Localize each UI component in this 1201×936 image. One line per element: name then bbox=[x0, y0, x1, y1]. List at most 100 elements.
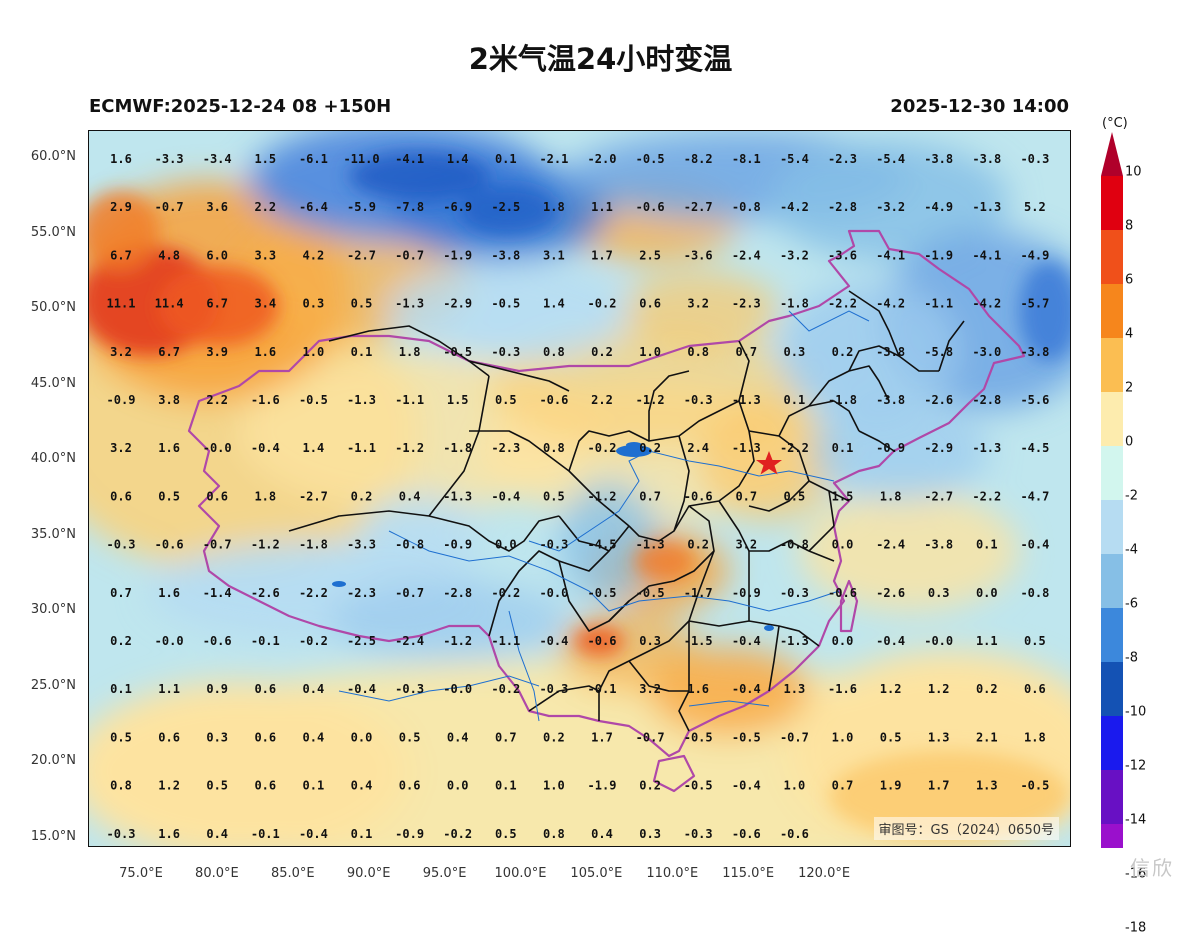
grid-value: -2.4 bbox=[395, 634, 424, 648]
beijing-star-icon bbox=[756, 451, 782, 475]
lat-label: 40.0°N bbox=[30, 451, 76, 466]
grid-value: 0.1 bbox=[303, 779, 325, 793]
grid-value: -0.7 bbox=[780, 730, 809, 744]
colorbar-tick-label: 6 bbox=[1125, 272, 1134, 288]
grid-value: -3.3 bbox=[347, 538, 376, 552]
grid-value: 0.1 bbox=[351, 345, 373, 359]
grid-value: -1.6 bbox=[251, 393, 280, 407]
grid-value: -0.1 bbox=[588, 682, 617, 696]
colorbar-segment bbox=[1101, 608, 1123, 663]
grid-value: -2.3 bbox=[732, 297, 761, 311]
colorbar-segment bbox=[1101, 824, 1123, 848]
grid-value: 0.6 bbox=[206, 489, 228, 503]
colorbar-tick-label: 4 bbox=[1125, 326, 1134, 342]
grid-value: 1.7 bbox=[928, 779, 950, 793]
grid-value: 0.6 bbox=[254, 730, 276, 744]
grid-value: -2.6 bbox=[924, 393, 953, 407]
grid-value: -4.5 bbox=[1020, 441, 1049, 455]
lat-label: 20.0°N bbox=[30, 753, 76, 768]
grid-value: -1.2 bbox=[588, 489, 617, 503]
grid-value: 0.6 bbox=[1024, 682, 1046, 696]
colorbar-tick-label: 10 bbox=[1125, 164, 1142, 180]
grid-value: -1.3 bbox=[347, 393, 376, 407]
grid-value: 2.2 bbox=[591, 393, 613, 407]
grid-value: -0.5 bbox=[732, 730, 761, 744]
grid-value: -0.3 bbox=[780, 586, 809, 600]
grid-value: -0.4 bbox=[251, 441, 280, 455]
grid-value: -0.0 bbox=[539, 586, 568, 600]
grid-value: -1.2 bbox=[395, 441, 424, 455]
grid-value: 1.3 bbox=[928, 730, 950, 744]
grid-value: 1.5 bbox=[254, 152, 276, 166]
grid-value: -0.4 bbox=[732, 682, 761, 696]
grid-value: -0.5 bbox=[299, 393, 328, 407]
colorbar-segment bbox=[1101, 132, 1123, 176]
grid-value: -0.0 bbox=[443, 682, 472, 696]
grid-value: 0.8 bbox=[110, 779, 132, 793]
grid-value: -1.3 bbox=[732, 393, 761, 407]
grid-value: 0.3 bbox=[206, 730, 228, 744]
grid-value: -6.9 bbox=[443, 200, 472, 214]
grid-value: -1.3 bbox=[972, 200, 1001, 214]
colorbar-segment bbox=[1101, 446, 1123, 501]
grid-value: -1.2 bbox=[443, 634, 472, 648]
grid-value: -1.3 bbox=[780, 634, 809, 648]
grid-value: -2.2 bbox=[972, 489, 1001, 503]
grid-value: -1.5 bbox=[684, 634, 713, 648]
grid-value: 0.3 bbox=[303, 297, 325, 311]
grid-value: -0.0 bbox=[203, 441, 232, 455]
grid-value: -3.3 bbox=[155, 152, 184, 166]
grid-value: -0.7 bbox=[636, 730, 665, 744]
grid-value: 0.1 bbox=[495, 152, 517, 166]
grid-value: -0.7 bbox=[155, 200, 184, 214]
grid-value: 11.4 bbox=[155, 297, 184, 311]
grid-value: -1.6 bbox=[828, 682, 857, 696]
grid-value: -3.2 bbox=[780, 248, 809, 262]
grid-value: 6.7 bbox=[158, 345, 180, 359]
grid-value: -0.2 bbox=[491, 682, 520, 696]
lat-label: 55.0°N bbox=[30, 224, 76, 240]
grid-value: 0.5 bbox=[1024, 634, 1046, 648]
grid-value: -5.8 bbox=[924, 345, 953, 359]
grid-value: 11.1 bbox=[107, 297, 136, 311]
grid-value: 3.4 bbox=[254, 297, 276, 311]
grid-value: 2.9 bbox=[110, 200, 132, 214]
grid-value: 0.0 bbox=[351, 730, 373, 744]
grid-value: 0.6 bbox=[399, 779, 421, 793]
grid-value: -0.8 bbox=[1020, 586, 1049, 600]
grid-value: 2.4 bbox=[687, 441, 709, 455]
grid-value: -3.8 bbox=[924, 152, 953, 166]
grid-value: 0.7 bbox=[832, 779, 854, 793]
lat-label: 35.0°N bbox=[30, 526, 76, 542]
grid-value: 0.0 bbox=[976, 586, 998, 600]
grid-value: -0.0 bbox=[924, 634, 953, 648]
grid-value: -0.9 bbox=[395, 827, 424, 841]
map-panel[interactable]: 1.6 -3.3 -3.4 1.5 -6.1 -11.0 -4.1 1.4 0.1 -2.1 -2.… bbox=[88, 130, 1071, 847]
grid-value: -2.7 bbox=[684, 200, 713, 214]
model-init-label: ECMWF:2025-12-24 08 +150H bbox=[89, 96, 392, 117]
grid-value: 1.6 bbox=[158, 827, 180, 841]
colorbar-segment bbox=[1101, 500, 1123, 555]
colorbar-tick-label: -14 bbox=[1125, 812, 1147, 828]
grid-value: -0.4 bbox=[732, 634, 761, 648]
grid-value: -0.2 bbox=[443, 827, 472, 841]
grid-value: 3.2 bbox=[110, 345, 132, 359]
grid-value: -0.6 bbox=[588, 634, 617, 648]
grid-value: 1.1 bbox=[158, 682, 180, 696]
grid-value: 2.2 bbox=[254, 200, 276, 214]
grid-value: -0.6 bbox=[732, 827, 761, 841]
grid-value: 1.0 bbox=[784, 779, 806, 793]
grid-value: -3.8 bbox=[972, 152, 1001, 166]
grid-value: 3.6 bbox=[206, 200, 228, 214]
grid-value: -1.3 bbox=[732, 441, 761, 455]
province-borders bbox=[288, 290, 965, 732]
grid-value: -2.6 bbox=[876, 586, 905, 600]
colorbar-tick-label: 0 bbox=[1125, 434, 1134, 450]
grid-value: -0.4 bbox=[491, 489, 520, 503]
grid-value: 0.6 bbox=[158, 730, 180, 744]
grid-value: -0.4 bbox=[876, 634, 905, 648]
grid-value: -3.8 bbox=[876, 393, 905, 407]
grid-value: -2.8 bbox=[972, 393, 1001, 407]
grid-value: -0.5 bbox=[636, 586, 665, 600]
grid-value: 0.6 bbox=[254, 682, 276, 696]
